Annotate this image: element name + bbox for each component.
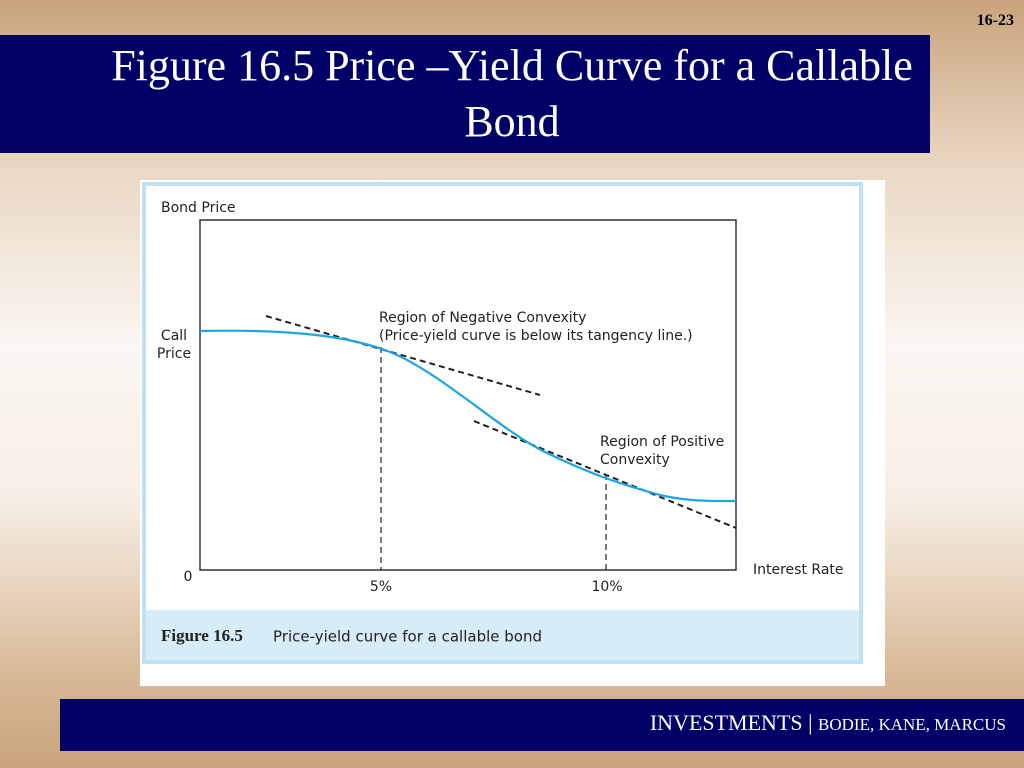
x-axis-label: Interest Rate	[753, 562, 844, 578]
y-axis-label: Bond Price	[161, 200, 236, 216]
title: Figure 16.5 Price –Yield Curve for a Cal…	[0, 38, 1024, 150]
tangent-line	[265, 315, 541, 396]
caption-band	[146, 610, 859, 660]
price-yield-curve	[199, 329, 737, 503]
plot-frame	[199, 219, 737, 571]
caption-number: Figure 16.5	[161, 626, 243, 645]
annotation: Convexity	[600, 452, 670, 468]
call-price-label: Price	[157, 346, 191, 362]
origin-label: 0	[184, 569, 193, 585]
title-line: Bond	[464, 97, 560, 146]
slide-number: 16-23	[976, 12, 1014, 29]
figure-panel	[142, 182, 863, 664]
title-bar	[0, 35, 930, 153]
x-tick-label: 5%	[370, 579, 392, 595]
annotation: Region of Negative Convexity	[379, 310, 586, 326]
footer-title: INVESTMENTS	[649, 710, 803, 735]
footer-bar	[60, 699, 1024, 751]
footer-separator: |	[808, 710, 813, 735]
annotation: (Price-yield curve is below its tangency…	[379, 328, 693, 344]
footer-authors: BODIE, KANE, MARCUS	[818, 715, 1006, 734]
title-line: Figure 16.5 Price –Yield Curve for a Cal…	[111, 41, 913, 90]
call-price-label: Call	[161, 328, 187, 344]
caption-text: Price-yield curve for a callable bond	[273, 628, 542, 646]
annotation: Region of Positive	[600, 434, 724, 450]
x-tick-label: 10%	[591, 579, 622, 595]
footer: INVESTMENTS | BODIE, KANE, MARCUS	[650, 710, 1006, 736]
tangent-line	[473, 420, 737, 529]
